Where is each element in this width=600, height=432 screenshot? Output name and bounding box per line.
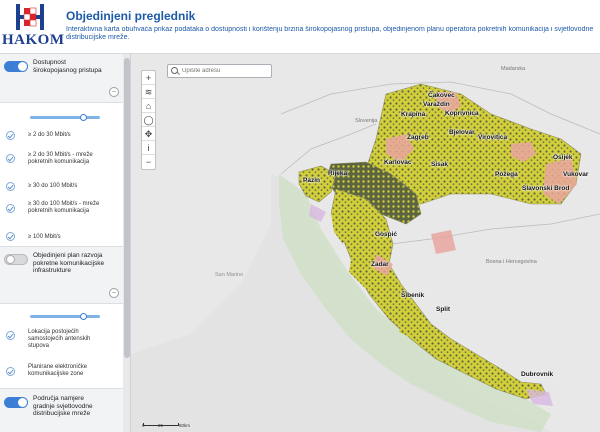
city-label: Vukovar (563, 171, 589, 178)
city-label: Zagreb (407, 134, 429, 141)
legend-label: ≥ 30 do 100 Mbit/s (28, 183, 78, 189)
zoom-out-button[interactable]: − (145, 157, 152, 167)
legend-item[interactable]: ≥ 2 do 30 Mbit/s (0, 127, 123, 149)
city-label: Split (436, 306, 451, 313)
layer-mobile-plan-collapse-icon[interactable]: − (109, 288, 119, 298)
city-label: Sisak (431, 161, 448, 168)
logo-text: HAKOM (2, 32, 65, 48)
check-circle-icon (6, 367, 15, 376)
layer-mobile-plan-legend: Lokacija postojećih samostojećih antensk… (0, 303, 123, 389)
region-label: Slovenija (355, 118, 378, 124)
layer-broadband-legend: ≥ 2 do 30 Mbit/s ≥ 2 do 30 Mbit/s - mrež… (0, 102, 123, 247)
sidebar-scrollbar-thumb[interactable] (124, 58, 130, 358)
layer-broadband-toggle[interactable] (4, 61, 28, 72)
legend-item[interactable]: ≥ 100 Mbit/s (0, 229, 123, 251)
layer-mobile-plan-header[interactable]: Objedinjeni plan razvoja pokretne komuni… (0, 248, 123, 302)
scale-label: 25 (158, 423, 164, 428)
region-label: San Marino (215, 272, 244, 278)
city-label: Pazin (303, 177, 320, 184)
opacity-slider-knob[interactable] (80, 313, 87, 320)
legend-item[interactable]: Planirane elektroničke komunikacijske zo… (0, 362, 123, 386)
map-canvas[interactable] (131, 54, 600, 432)
layer-broadband-header[interactable]: Dostupnost širokopojasnog pristupa − (0, 54, 123, 100)
map-scale-bar: 0 25 50km (142, 423, 193, 429)
layer-broadband-title: Dostupnost širokopojasnog pristupa (33, 59, 102, 74)
layer-mobile-plan-title: Objedinjeni plan razvoja pokretne komuni… (33, 252, 105, 274)
region-label: Bosna i Hercegovina (486, 259, 537, 265)
pan-button[interactable]: ✥ (142, 127, 155, 141)
check-circle-icon (6, 331, 15, 340)
opacity-slider-mobile-plan[interactable] (30, 315, 100, 318)
scale-label: 50km (179, 423, 191, 428)
layers-button[interactable]: ≋ (142, 85, 155, 99)
sidebar-scrollbar[interactable] (123, 54, 130, 432)
home-button[interactable]: ⌂ (142, 99, 155, 113)
city-label: Šibenik (401, 292, 425, 299)
legend-item[interactable]: ≥ 30 do 100 Mbit/s (0, 179, 123, 201)
layer-fiber-title: Područja namjere gradnje svjetlovodne di… (33, 395, 93, 417)
city-label: Karlovac (384, 159, 412, 166)
opacity-slider-knob[interactable] (80, 114, 87, 121)
layer-mobile-plan-toggle[interactable] (4, 254, 28, 265)
map-view[interactable]: + ≋ ⌂ ◯ ✥ i − Madarska Slovenija Bosna i… (131, 54, 600, 432)
city-label: Krapina (401, 111, 426, 118)
legend-label: ≥ 100 Mbit/s (28, 234, 61, 240)
search-icon (171, 67, 178, 74)
check-circle-icon (6, 131, 15, 140)
legend-item[interactable]: ≥ 30 do 100 Mbit/s - mreže pokretnih kom… (0, 199, 123, 227)
layers-sidebar: Dostupnost širokopojasnog pristupa − ≥ 2… (0, 54, 131, 432)
locate-button[interactable]: ◯ (142, 115, 155, 127)
city-label: Varaždin (423, 101, 450, 108)
check-circle-icon (6, 232, 15, 241)
hakom-logo[interactable]: HAKOM (2, 4, 65, 50)
city-label: Zadar (371, 261, 389, 268)
city-label: Bjelovar (449, 129, 475, 136)
app-header: HAKOM Objedinjeni preglednik Interaktivn… (0, 0, 600, 54)
legend-item[interactable]: Lokacija postojećih samostojećih antensk… (0, 326, 123, 356)
legend-label: ≥ 2 do 30 Mbit/s (28, 132, 71, 138)
legend-label: Planirane elektroničke komunikacijske zo… (28, 364, 88, 377)
layer-fiber-header[interactable]: Područja namjere gradnje svjetlovodne di… (0, 390, 123, 432)
check-circle-icon (6, 154, 15, 163)
check-circle-icon (6, 182, 15, 191)
city-label: Čakovec (428, 92, 455, 99)
page-title: Objedinjeni preglednik (66, 9, 196, 23)
city-label: Virovitica (478, 134, 508, 141)
legend-item[interactable]: ≥ 2 do 30 Mbit/s - mreže pokretnih komun… (0, 149, 123, 177)
check-circle-icon (6, 204, 15, 213)
city-label: Slavonski Brod (522, 185, 570, 192)
city-label: Dubrovnik (521, 371, 554, 378)
map-controls: + ≋ ⌂ ◯ ✥ i − (141, 70, 156, 170)
zoom-in-button[interactable]: + (142, 71, 155, 85)
layer-fiber-toggle[interactable] (4, 397, 28, 408)
scale-label: 0 (142, 423, 145, 428)
region-label: Madarska (501, 66, 526, 72)
hakom-logo-mark-icon (16, 4, 44, 30)
legend-label: Lokacija postojećih samostojećih antensk… (28, 329, 91, 349)
page-description: Interaktivna karta obuhvaća prikaz podat… (66, 26, 594, 41)
address-search-input[interactable] (167, 64, 272, 78)
city-label: Gospić (375, 231, 398, 238)
info-button[interactable]: i (142, 141, 155, 155)
legend-label: ≥ 2 do 30 Mbit/s - mreže pokretnih komun… (28, 152, 93, 165)
opacity-slider-broadband[interactable] (30, 116, 100, 119)
city-label: Osijek (553, 154, 573, 161)
layer-broadband-collapse-icon[interactable]: − (109, 87, 119, 97)
city-label: Koprivnica (445, 110, 479, 117)
legend-label: ≥ 30 do 100 Mbit/s - mreže pokretnih kom… (28, 201, 100, 214)
city-label: Rijeka (328, 170, 348, 177)
city-label: Požega (495, 171, 518, 178)
